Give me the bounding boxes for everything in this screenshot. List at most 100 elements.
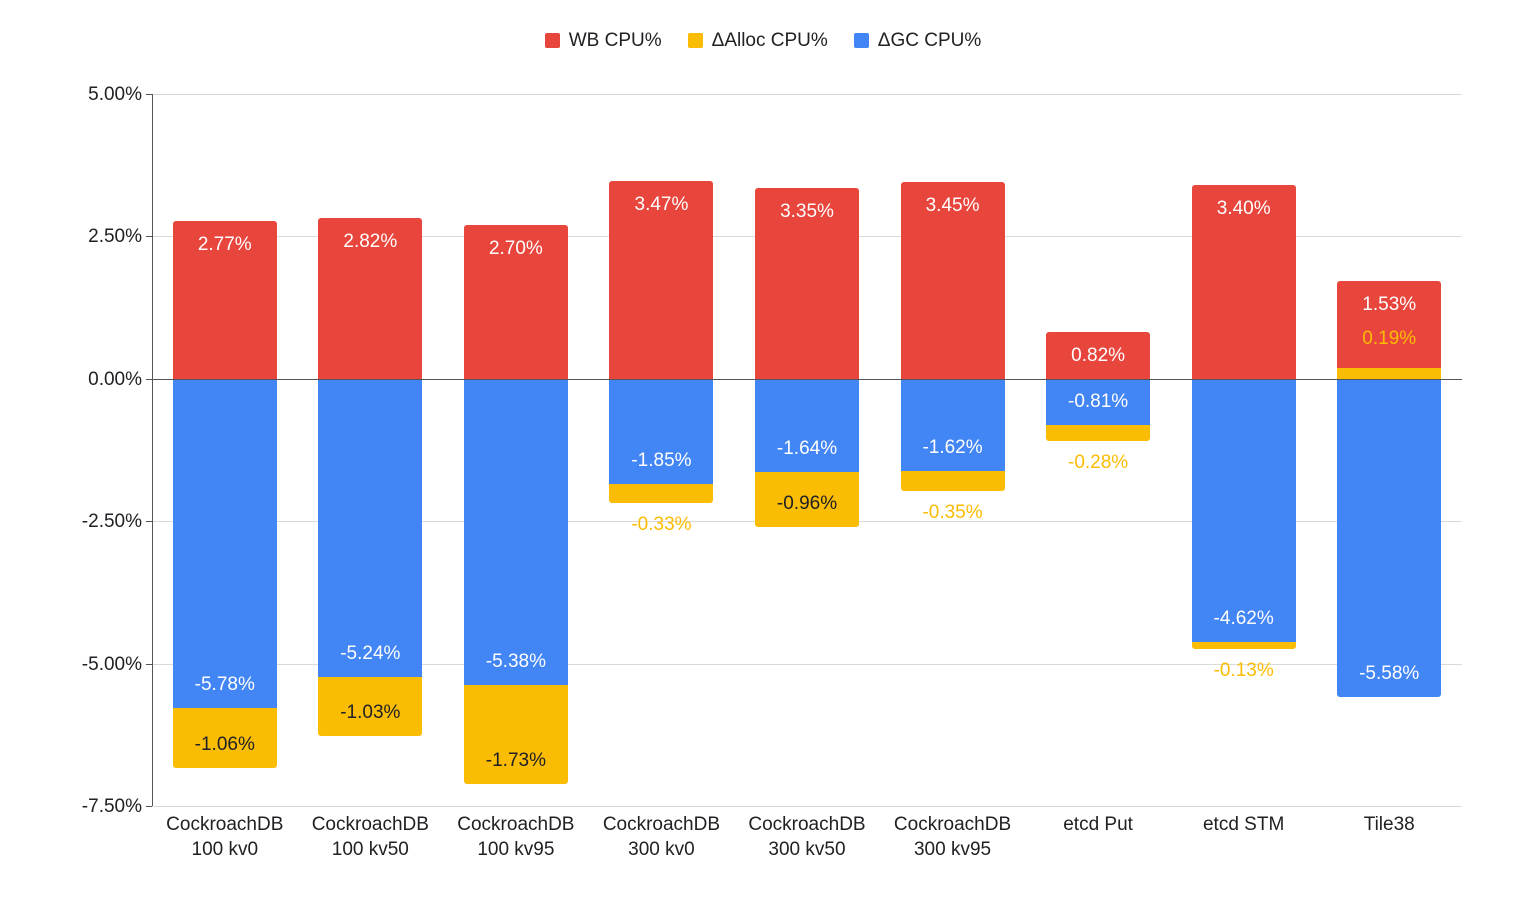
bar-group[interactable]: 3.45% -1.62% -0.35% bbox=[900, 94, 1005, 806]
bar-segment[interactable] bbox=[755, 472, 859, 527]
bar-segment[interactable] bbox=[1046, 378, 1151, 425]
y-axis-line bbox=[152, 94, 153, 806]
bar-segment[interactable] bbox=[318, 677, 423, 736]
bar-segment[interactable] bbox=[1191, 378, 1296, 642]
bar-segment[interactable] bbox=[172, 378, 277, 709]
y-axis-tick-mark bbox=[146, 521, 152, 523]
y-axis-tick-label: -7.50% bbox=[81, 796, 142, 817]
bar-segment[interactable] bbox=[609, 378, 714, 485]
bar-value-label-wb: 3.35% bbox=[780, 200, 834, 222]
bar-segment[interactable] bbox=[1191, 185, 1296, 379]
bar-segment[interactable] bbox=[1337, 280, 1442, 368]
bar-value-label-wb: 2.82% bbox=[343, 231, 398, 253]
bar-segment[interactable] bbox=[318, 378, 423, 678]
bar-segment[interactable] bbox=[172, 221, 277, 379]
bar-value-label-gc: -1.62% bbox=[922, 437, 983, 459]
x-axis-label-line2: 300 kv0 bbox=[628, 839, 695, 860]
x-axis-label: etcd Put bbox=[1025, 812, 1171, 837]
y-axis-tick-mark bbox=[146, 94, 152, 95]
bar-segment[interactable] bbox=[609, 181, 714, 379]
x-axis-label-line2: 100 kv0 bbox=[191, 839, 259, 860]
bar-value-label-gc: -4.62% bbox=[1213, 607, 1274, 629]
bar-value-label-gc: -1.85% bbox=[631, 450, 692, 472]
bar-value-label-alloc: -0.13% bbox=[1213, 660, 1274, 682]
y-axis-tick-mark bbox=[146, 378, 152, 380]
bar-value-label-alloc: -1.73% bbox=[485, 749, 546, 771]
bar-segment[interactable] bbox=[755, 378, 859, 473]
y-axis-tick-label: 0.00% bbox=[88, 368, 142, 390]
x-axis-label: etcd STM bbox=[1171, 812, 1317, 837]
bar-segment[interactable] bbox=[1191, 641, 1296, 650]
bar-segment[interactable] bbox=[609, 484, 714, 503]
x-axis-label: CockroachDB 300 kv50 bbox=[734, 812, 880, 862]
bar-value-label-alloc: -1.06% bbox=[194, 734, 255, 756]
x-axis-label: CockroachDB 100 kv50 bbox=[298, 812, 444, 862]
bar-group[interactable]: 3.47% -1.85% -0.33% bbox=[609, 94, 714, 806]
legend-swatch-icon bbox=[544, 32, 560, 48]
x-axis-label: CockroachDB 300 kv0 bbox=[589, 812, 735, 862]
bar-segment[interactable] bbox=[1046, 332, 1151, 379]
bar-value-label-alloc: -0.96% bbox=[776, 492, 838, 514]
x-axis-category-labels: CockroachDB 100 kv0 CockroachDB 100 kv50 Coc… bbox=[152, 812, 1462, 872]
bar-value-label-wb: 3.45% bbox=[925, 195, 980, 217]
legend-swatch-icon bbox=[853, 32, 869, 48]
bar-segment[interactable] bbox=[172, 708, 277, 769]
y-axis-tick-mark bbox=[146, 663, 152, 665]
legend-swatch-icon bbox=[687, 32, 703, 48]
bar-value-label-alloc: 0.19% bbox=[1362, 327, 1417, 349]
bar-segment[interactable] bbox=[1337, 367, 1442, 379]
bar-group[interactable]: 2.77% -5.78% -1.06% bbox=[172, 94, 277, 806]
gridline bbox=[152, 806, 1462, 807]
bar-segment[interactable] bbox=[463, 685, 568, 784]
bar-value-label-alloc: -0.35% bbox=[922, 502, 983, 523]
bar-value-label-wb: 0.82% bbox=[1071, 345, 1126, 367]
bar-group[interactable]: 3.35% -1.64% -0.96% bbox=[755, 94, 859, 806]
bar-segment[interactable] bbox=[1046, 424, 1151, 441]
x-axis-label: CockroachDB 100 kv0 bbox=[152, 812, 298, 862]
bar-value-label-alloc: -0.33% bbox=[631, 513, 692, 535]
y-axis-tick-label: -2.50% bbox=[81, 511, 142, 533]
bar-segment[interactable] bbox=[900, 182, 1005, 379]
bar-value-label-wb: 2.77% bbox=[197, 234, 252, 256]
x-axis-label-line1: etcd STM bbox=[1202, 814, 1285, 835]
bar-group[interactable]: 3.40% -4.62% -0.13% bbox=[1191, 94, 1296, 806]
gridline bbox=[152, 94, 1462, 95]
legend-label: ΔGC CPU% bbox=[877, 29, 982, 51]
bar-segment[interactable] bbox=[318, 218, 423, 379]
y-axis-tick-mark bbox=[146, 236, 152, 238]
bar-value-label-gc: -5.78% bbox=[194, 674, 255, 696]
bar-segment[interactable] bbox=[900, 378, 1005, 472]
legend-entry[interactable]: ΔGC CPU% bbox=[853, 29, 982, 51]
bar-value-label-gc: -5.24% bbox=[340, 643, 401, 665]
bar-group[interactable]: 2.70% -5.38% -1.73% bbox=[463, 94, 568, 806]
bar-group[interactable]: 1.53% -5.58% 0.19% bbox=[1337, 94, 1442, 806]
x-axis-label-line1: CockroachDB bbox=[893, 814, 1012, 835]
y-axis-tick-label: -5.00% bbox=[81, 653, 142, 675]
x-axis-label-line1: CockroachDB bbox=[166, 814, 284, 835]
legend-entry[interactable]: WB CPU% bbox=[544, 29, 662, 51]
bar-segment[interactable] bbox=[900, 471, 1005, 491]
gridline bbox=[152, 663, 1462, 665]
x-axis-label: Tile38 bbox=[1316, 812, 1462, 837]
x-axis-label-line1: CockroachDB bbox=[311, 814, 429, 835]
legend-label: ΔAlloc CPU% bbox=[711, 29, 828, 51]
bar-segment[interactable] bbox=[463, 378, 568, 686]
y-axis-tick-mark bbox=[146, 806, 152, 807]
bar-group[interactable]: 2.82% -5.24% -1.03% bbox=[318, 94, 423, 806]
bar-value-label-wb: 2.70% bbox=[488, 238, 543, 259]
legend-entry[interactable]: ΔAlloc CPU% bbox=[687, 29, 828, 51]
bar-value-label-alloc: -0.28% bbox=[1068, 451, 1129, 473]
bar-segment[interactable] bbox=[463, 225, 568, 379]
x-axis-label-line1: etcd Put bbox=[1063, 814, 1133, 835]
zero-baseline bbox=[152, 378, 1462, 380]
bar-value-label-alloc: -1.03% bbox=[340, 701, 401, 723]
bar-segment[interactable] bbox=[1337, 378, 1442, 697]
legend-label: WB CPU% bbox=[568, 29, 662, 51]
bar-segment[interactable] bbox=[755, 187, 859, 379]
bar-value-label-gc: -0.81% bbox=[1068, 390, 1129, 412]
bar-value-label-wb: 3.40% bbox=[1216, 198, 1271, 220]
bar-group[interactable]: 0.82% -0.81% -0.28% bbox=[1046, 94, 1151, 806]
y-axis-tick-label: 2.50% bbox=[88, 226, 142, 248]
bar-value-label-wb: 3.47% bbox=[634, 194, 689, 216]
